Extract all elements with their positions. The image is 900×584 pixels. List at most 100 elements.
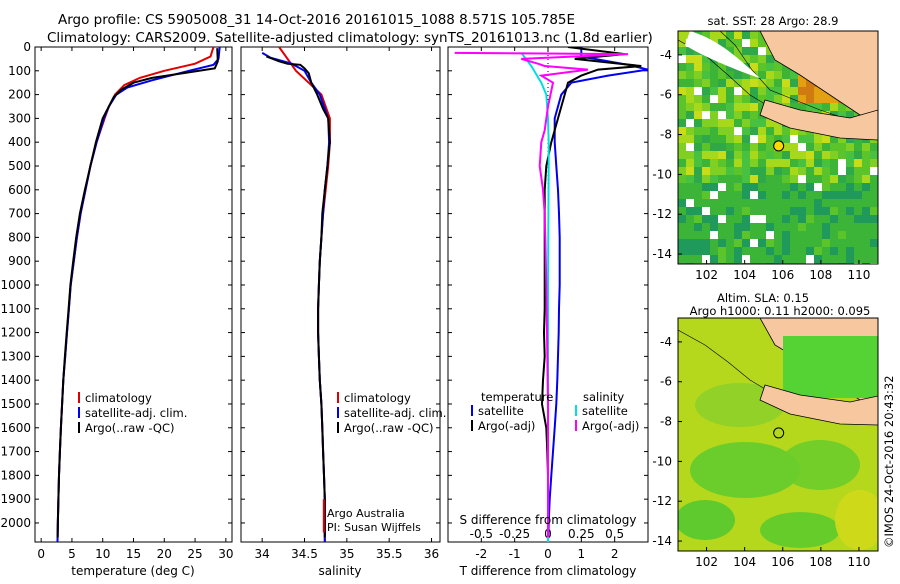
sst-pixel: [822, 191, 830, 199]
sst-pixel: [814, 183, 822, 191]
sla-map-title: Altim. SLA: 0.15: [717, 291, 809, 305]
series-line-argo-raw-qc-: [56, 48, 219, 538]
sst-pixel: [822, 239, 830, 247]
t-difference-axis: -2 -1 0 1 2: [475, 47, 618, 561]
sst-pixel: [694, 63, 702, 71]
sst-pixel: [726, 247, 734, 255]
sst-pixel: [806, 191, 814, 199]
depth-tick-label: 400: [8, 135, 31, 149]
sst-pixel: [734, 191, 742, 199]
sst-pixel: [678, 207, 686, 215]
sst-pixel: [790, 175, 798, 183]
sst-pixel: [710, 119, 718, 127]
lat-tick-label: -4: [660, 335, 672, 349]
sst-pixel: [814, 175, 822, 183]
sst-pixel: [838, 135, 846, 143]
depth-tick-label: 800: [8, 230, 31, 244]
sst-pixel: [774, 255, 782, 263]
sst-pixel: [734, 167, 742, 175]
sst-pixel: [750, 199, 758, 207]
depth-tick-label: 1900: [0, 492, 31, 506]
x-tick-label: 30: [218, 547, 233, 561]
sst-pixel: [814, 151, 822, 159]
sst-pixel: [790, 167, 798, 175]
sst-pixel: [718, 143, 726, 151]
sst-pixel: [822, 199, 830, 207]
sst-pixel: [734, 223, 742, 231]
sst-pixel: [806, 87, 814, 95]
sst-pixel: [694, 55, 702, 63]
lon-tick-label: 110: [847, 268, 870, 282]
sst-pixel: [694, 207, 702, 215]
sst-pixel: [710, 103, 718, 111]
sst-pixel: [742, 103, 750, 111]
sst-pixel: [694, 191, 702, 199]
sst-pixel: [822, 143, 830, 151]
x-tick-label: 0: [37, 547, 45, 561]
sst-pixel: [862, 143, 870, 151]
sst-pixel: [678, 223, 686, 231]
sst-pixel: [686, 183, 694, 191]
sst-pixel: [710, 111, 718, 119]
sst-pixel: [854, 183, 862, 191]
sst-pixel: [742, 231, 750, 239]
sst-pixel: [742, 95, 750, 103]
sst-pixel: [758, 127, 766, 135]
x-tick-label: 2: [611, 547, 619, 561]
sst-pixel: [806, 143, 814, 151]
sst-pixel: [726, 111, 734, 119]
sst-pixel: [838, 255, 846, 263]
sst-pixel: [726, 255, 734, 263]
sst-pixel: [742, 135, 750, 143]
depth-tick-label: 900: [8, 254, 31, 268]
sst-pixel: [870, 247, 878, 255]
sst-pixel: [814, 231, 822, 239]
series-line-argo-raw-qc-: [266, 55, 331, 538]
x-tick-label: 5: [68, 547, 76, 561]
sst-pixel: [710, 183, 718, 191]
sst-pixel: [694, 231, 702, 239]
sst-pixel: [702, 63, 710, 71]
sst-pixel: [790, 215, 798, 223]
sst-pixel: [678, 151, 686, 159]
sst-pixel: [710, 71, 718, 79]
depth-tick-label: 1300: [0, 349, 31, 363]
sst-pixel: [686, 111, 694, 119]
sst-pixel: [694, 71, 702, 79]
sst-pixel: [758, 231, 766, 239]
sst-pixel: [774, 207, 782, 215]
sst-pixel: [806, 159, 814, 167]
sst-pixel: [782, 199, 790, 207]
sst-pixel: [694, 151, 702, 159]
sst-pixel: [806, 239, 814, 247]
lat-tick-label: -10: [652, 167, 672, 181]
sst-pixel: [678, 111, 686, 119]
sst-pixel: [750, 31, 758, 39]
sst-pixel: [798, 151, 806, 159]
sst-pixel: [742, 127, 750, 135]
sst-pixel: [790, 135, 798, 143]
legend-entry: climatology: [85, 391, 152, 405]
legend-entry: Argo(..raw -QC): [85, 421, 175, 435]
sst-pixel: [870, 167, 878, 175]
sst-pixel: [854, 255, 862, 263]
sst-pixel: [718, 239, 726, 247]
x-tick-label: 34: [255, 547, 270, 561]
sst-pixel: [766, 175, 774, 183]
sst-pixel: [718, 223, 726, 231]
sst-pixel: [846, 215, 854, 223]
sst-pixel: [678, 247, 686, 255]
sst-pixel: [726, 127, 734, 135]
sst-pixel: [686, 143, 694, 151]
sst-pixel: [678, 183, 686, 191]
sst-pixel: [830, 159, 838, 167]
sst-pixel: [750, 207, 758, 215]
sst-pixel: [710, 199, 718, 207]
sst-pixel: [710, 231, 718, 239]
sst-pixel: [750, 247, 758, 255]
sst-pixel: [782, 183, 790, 191]
sst-pixel: [678, 79, 686, 87]
sst-pixel: [742, 79, 750, 87]
sst-pixel: [766, 95, 774, 103]
